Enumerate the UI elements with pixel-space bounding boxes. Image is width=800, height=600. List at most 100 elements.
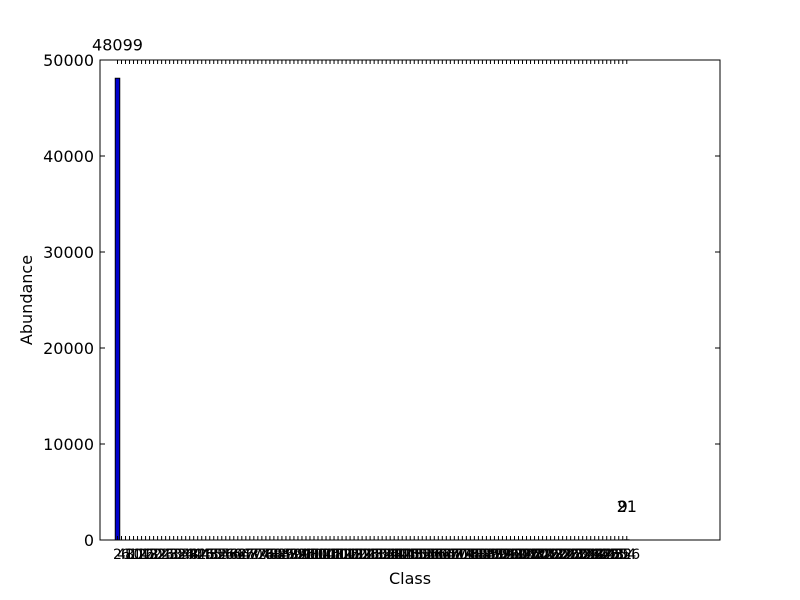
x-tick-label: 250 — [601, 547, 628, 563]
y-axis-title: Abundance — [17, 255, 36, 345]
x-tick-label: 184 — [469, 547, 496, 563]
x-tick-label: 116 — [333, 547, 360, 563]
x-tick-label: 100 — [301, 547, 328, 563]
x-tick-label: 196 — [493, 547, 520, 563]
x-tick-label: 166 — [433, 547, 460, 563]
x-tick-label: 140 — [381, 547, 408, 563]
x-tick-label: 212 — [525, 547, 552, 563]
plot-frame — [99, 59, 721, 541]
x-tick-label: 200 — [501, 547, 528, 563]
x-tick-label: 58 — [221, 547, 239, 563]
x-tick-label: 236 — [573, 547, 600, 563]
x-tick-label: 138 — [377, 547, 404, 563]
x-tick-label: 38 — [181, 547, 199, 563]
x-tick-label: 154 — [409, 547, 436, 563]
x-tick-label: 172 — [445, 547, 472, 563]
x-tick-label: 8 — [125, 547, 134, 563]
x-tick-label: 214 — [529, 547, 556, 563]
x-tick-label: 218 — [537, 547, 564, 563]
x-tick-label: 238 — [577, 547, 604, 563]
x-tick-label: 198 — [497, 547, 524, 563]
x-tick-label: 136 — [373, 547, 400, 563]
x-tick-label: 50 — [205, 547, 223, 563]
x-tick-label: 246 — [593, 547, 620, 563]
x-tick-label: 216 — [533, 547, 560, 563]
x-tick-label: 26 — [157, 547, 175, 563]
y-tick-label: 50000 — [43, 51, 94, 70]
ticks-layer — [100, 59, 720, 541]
x-tick-label: 256 — [613, 547, 640, 563]
x-tick-label: 22 — [149, 547, 167, 563]
x-tick-label: 28 — [161, 547, 179, 563]
x-tick-label: 122 — [345, 547, 372, 563]
x-tick-label: 242 — [585, 547, 612, 563]
x-tick-label: 244 — [589, 547, 616, 563]
x-tick-label: 160 — [421, 547, 448, 563]
x-tick-label: 192 — [485, 547, 512, 563]
x-tick-label: 128 — [357, 547, 384, 563]
y-tick-label: 30000 — [43, 243, 94, 262]
x-tick-label: 112 — [325, 547, 352, 563]
x-tick-label: 90 — [285, 547, 303, 563]
x-tick-label: 4 — [117, 547, 126, 563]
data-label-254: 9 — [618, 497, 628, 516]
y-tick-label: 20000 — [43, 339, 94, 358]
x-tick-label: 130 — [361, 547, 388, 563]
labels-layer: 2468101214161820222426283032343638404244… — [43, 35, 640, 563]
x-tick-label: 106 — [313, 547, 340, 563]
x-tick-label: 74 — [253, 547, 271, 563]
x-tick-label: 12 — [129, 547, 147, 563]
x-tick-label: 164 — [429, 547, 456, 563]
x-tick-label: 230 — [561, 547, 588, 563]
x-tick-label: 42 — [189, 547, 207, 563]
x-tick-label: 156 — [413, 547, 440, 563]
x-tick-label: 56 — [217, 547, 235, 563]
x-tick-label: 2 — [113, 547, 122, 563]
x-tick-label: 114 — [329, 547, 356, 563]
data-label-2: 48099 — [92, 35, 143, 54]
x-tick-label: 108 — [317, 547, 344, 563]
x-tick-label: 6 — [121, 547, 130, 563]
x-tick-label: 88 — [281, 547, 299, 563]
x-tick-label: 228 — [557, 547, 584, 563]
x-tick-label: 194 — [489, 547, 516, 563]
x-tick-label: 162 — [425, 547, 452, 563]
x-tick-label: 146 — [393, 547, 420, 563]
x-tick-label: 118 — [337, 547, 364, 563]
x-tick-label: 224 — [549, 547, 576, 563]
x-tick-label: 66 — [237, 547, 255, 563]
x-tick-label: 96 — [297, 547, 315, 563]
x-tick-label: 222 — [545, 547, 572, 563]
x-tick-label: 36 — [177, 547, 195, 563]
y-tick-label: 0 — [84, 531, 94, 550]
x-tick-label: 68 — [241, 547, 259, 563]
x-tick-label: 54 — [213, 547, 231, 563]
x-tick-label: 30 — [165, 547, 183, 563]
x-tick-label: 110 — [321, 547, 348, 563]
y-tick-label: 40000 — [43, 147, 94, 166]
x-tick-label: 60 — [225, 547, 243, 563]
x-tick-label: 210 — [521, 547, 548, 563]
x-tick-label: 150 — [401, 547, 428, 563]
x-tick-label: 20 — [145, 547, 163, 563]
x-tick-label: 168 — [437, 547, 464, 563]
x-tick-label: 176 — [453, 547, 480, 563]
x-tick-label: 158 — [417, 547, 444, 563]
x-tick-label: 252 — [605, 547, 632, 563]
x-tick-label: 240 — [581, 547, 608, 563]
x-tick-label: 226 — [553, 547, 580, 563]
x-tick-label: 64 — [233, 547, 251, 563]
x-tick-label: 70 — [245, 547, 263, 563]
x-tick-label: 98 — [301, 547, 319, 563]
x-tick-label: 152 — [405, 547, 432, 563]
x-tick-label: 180 — [461, 547, 488, 563]
x-tick-label: 78 — [261, 547, 279, 563]
x-tick-label: 72 — [249, 547, 267, 563]
x-tick-label: 120 — [341, 547, 368, 563]
x-tick-label: 142 — [385, 547, 412, 563]
x-tick-label: 24 — [153, 547, 171, 563]
x-tick-label: 48 — [201, 547, 219, 563]
x-tick-label: 16 — [137, 547, 155, 563]
x-tick-label: 202 — [505, 547, 532, 563]
